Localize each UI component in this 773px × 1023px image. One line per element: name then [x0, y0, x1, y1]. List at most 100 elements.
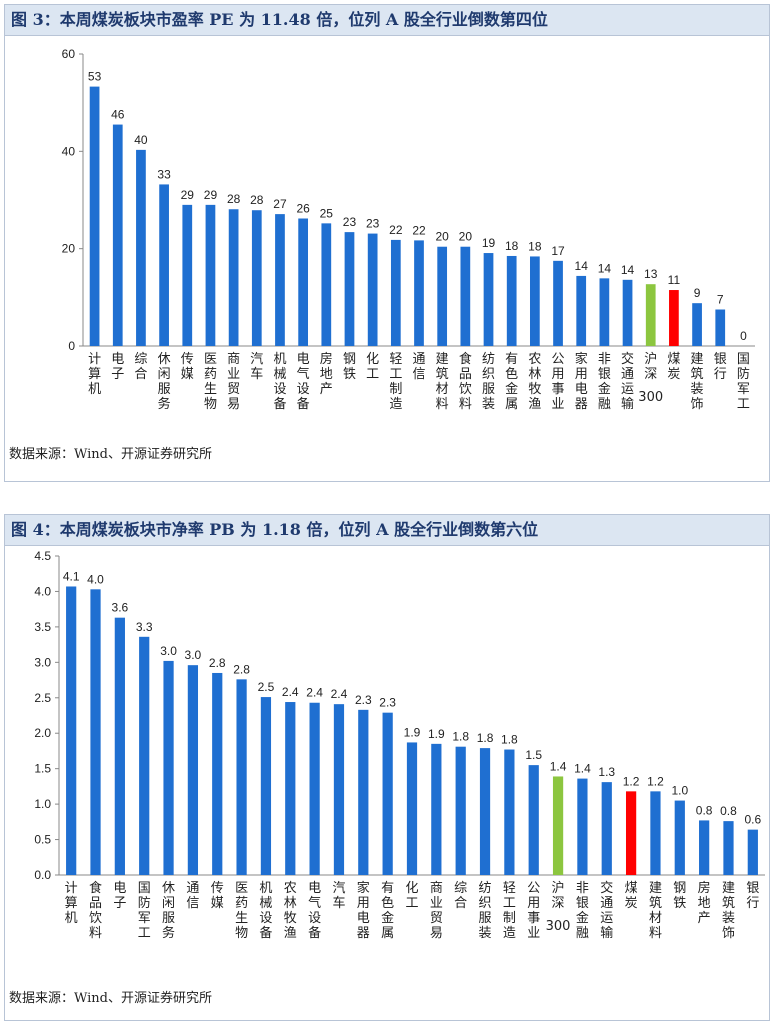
bar: [650, 791, 661, 875]
bar: [205, 204, 216, 346]
bar: [455, 746, 466, 875]
bar: [529, 256, 540, 346]
y-tick-label: 0.0: [34, 868, 51, 882]
y-tick-label: 0: [68, 339, 75, 353]
y-tick-label: 4.0: [34, 584, 51, 598]
category-label: 电气设备: [308, 881, 321, 941]
bar: [504, 749, 515, 875]
y-tick-label: 1.0: [34, 797, 51, 811]
category-label: 国防军工: [737, 352, 750, 412]
category-label: 沪深 300: [638, 351, 663, 405]
pb-bar-chart: 0.0 0.5 1.0 1.5 2.0 2.5 3.0 3.5 4.0 4.5 4.1 计算机 4.0 食…: [34, 549, 765, 941]
y-tick-label: 3.5: [34, 620, 51, 634]
category-label: 银行: [714, 352, 727, 382]
category-label: 建筑装饰: [691, 352, 704, 412]
category-label: 煤炭: [625, 881, 638, 911]
bar: [367, 233, 378, 346]
category-label: 国防军工: [138, 881, 151, 941]
data-label: 2.5: [258, 680, 275, 694]
data-label: 22: [389, 223, 403, 237]
bar: [577, 778, 588, 875]
category-label: 轻工制造: [503, 881, 516, 941]
bar: [601, 782, 612, 875]
category-label: 传媒: [211, 881, 224, 911]
data-source: 数据来源：Wind、开源证券研究所: [9, 991, 212, 1006]
bar: [674, 800, 685, 875]
bar: [460, 246, 471, 346]
bar: [692, 303, 702, 346]
category-label: 化工: [405, 881, 418, 911]
category-label: 商业贸易: [430, 881, 443, 941]
bar: [406, 742, 418, 875]
category-label: 家用电器: [575, 351, 588, 412]
bar: [382, 712, 393, 875]
data-label: 23: [343, 215, 357, 229]
category-label: 有色金属: [381, 881, 394, 941]
category-label: 银行: [746, 881, 759, 911]
data-label: 2.4: [306, 686, 323, 700]
y-tick-label: 4.5: [34, 549, 51, 563]
data-label: 1.0: [671, 784, 688, 798]
data-label: 2.3: [355, 693, 372, 707]
data-label: 1.4: [550, 759, 567, 773]
bar: [260, 697, 272, 875]
data-label: 7: [717, 293, 724, 307]
category-label: 综合: [134, 352, 147, 382]
bar: [275, 214, 285, 346]
category-label: 休闲服务: [158, 352, 171, 412]
bar: [163, 660, 174, 875]
category-label: 沪深 300: [546, 880, 571, 934]
bar: [553, 260, 563, 346]
data-label: 1.8: [452, 730, 469, 744]
y-tick-label: 2.5: [34, 691, 51, 705]
category-label: 农林牧渔: [528, 352, 541, 412]
bar: [228, 209, 239, 346]
category-label: 传媒: [181, 352, 194, 382]
bar: [747, 829, 758, 875]
data-label: 33: [157, 167, 171, 181]
category-label: 休闲服务: [162, 881, 175, 941]
data-label: 14: [575, 259, 589, 273]
bar: [236, 679, 247, 875]
category-label: 电气设备: [297, 352, 310, 412]
category-label: 交通运输: [621, 351, 634, 412]
pe-bar-chart: 0 20 40 60 53 计算机 46 电子 40 综合 33 休闲服务 29 传媒 29 医药生物 28 商业…: [62, 47, 755, 412]
category-label: 钢铁: [343, 352, 356, 382]
category-label: 家用电器: [357, 880, 370, 941]
category-label: 电子: [111, 352, 124, 382]
category-label: 非银金融: [576, 881, 589, 941]
bar: [431, 743, 442, 875]
y-tick-label: 0.5: [34, 833, 51, 847]
y-tick-label: 3.0: [34, 655, 51, 669]
data-label: 26: [296, 201, 310, 215]
data-label: 9: [694, 286, 701, 300]
category-label: 商业贸易: [227, 352, 240, 412]
bar: [139, 636, 150, 875]
category-label: 轻工制造: [389, 352, 402, 412]
data-label: 20: [435, 230, 449, 244]
bar: [358, 709, 369, 875]
category-label: 机械设备: [273, 352, 286, 412]
data-label: 13: [644, 267, 658, 281]
data-label: 40: [134, 133, 148, 147]
data-label: 1.9: [404, 725, 421, 739]
bar: [625, 791, 637, 875]
category-label: 综合: [454, 881, 467, 911]
y-tick-label: 20: [62, 242, 76, 256]
bar: [89, 86, 100, 347]
data-label: 23: [366, 217, 380, 231]
chart-panel-pe: 图 3：本周煤炭板块市盈率 PE 为 11.48 倍，位列 A 股全行业倒数第四…: [4, 4, 770, 482]
data-label: 1.2: [647, 774, 664, 788]
category-label: 公用事业: [552, 352, 565, 412]
category-label: 建筑材料: [649, 881, 662, 941]
data-label: 29: [204, 188, 218, 202]
data-label: 2.4: [331, 687, 348, 701]
category-label: 钢铁: [673, 881, 686, 911]
bar: [528, 765, 539, 875]
bar: [599, 278, 610, 346]
category-label: 化工: [366, 352, 379, 382]
category-label: 房地产: [320, 351, 333, 397]
y-tick-label: 2.0: [34, 726, 51, 740]
data-label: 1.4: [574, 762, 591, 776]
category-label: 汽车: [250, 352, 263, 382]
